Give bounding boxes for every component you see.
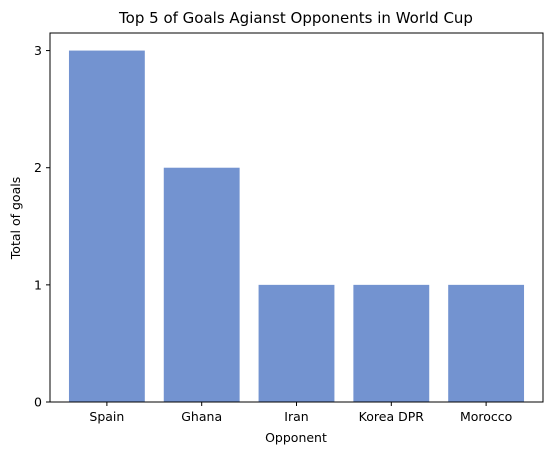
x-tick-label: Iran <box>284 409 308 424</box>
y-tick-label: 2 <box>34 160 42 175</box>
x-tick-label: Korea DPR <box>359 409 425 424</box>
bar-iran <box>258 284 335 402</box>
bar-korea-dpr <box>353 284 430 402</box>
x-axis-ticks: Spain Ghana Iran Korea DPR Morocco <box>89 402 512 424</box>
x-tick-label: Ghana <box>181 409 222 424</box>
y-tick-label: 3 <box>34 43 42 58</box>
x-tick-label: Morocco <box>460 409 512 424</box>
bar-morocco <box>448 284 525 402</box>
bars <box>68 50 525 402</box>
y-axis-label: Total of goals <box>8 177 23 260</box>
y-tick-label: 1 <box>34 277 42 292</box>
bar-spain <box>68 50 145 402</box>
y-axis-ticks: 0 1 2 3 <box>34 43 50 410</box>
chart-title: Top 5 of Goals Agianst Opponents in Worl… <box>118 9 473 27</box>
x-axis-label: Opponent <box>265 430 327 445</box>
y-tick-label: 0 <box>34 395 42 410</box>
x-tick-label: Spain <box>89 409 124 424</box>
bar-ghana <box>163 167 240 402</box>
